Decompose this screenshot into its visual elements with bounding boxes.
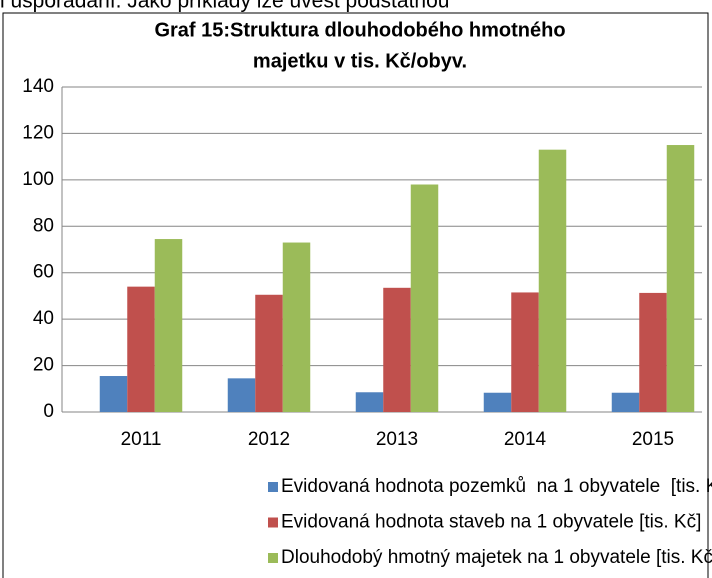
y-tick-label: 20 — [33, 355, 54, 376]
chart-title: majetku v tis. Kč/obyv. — [253, 50, 467, 72]
bar — [666, 145, 695, 413]
legend-swatch — [268, 482, 278, 492]
bar — [355, 392, 384, 412]
bar — [227, 378, 256, 412]
x-tick-label: 2013 — [376, 429, 418, 450]
bar — [639, 292, 667, 412]
bar — [538, 149, 567, 412]
x-tick-label: 2014 — [504, 429, 547, 450]
chart-title: Graf 15:Struktura dlouhodobého hmotného — [154, 19, 565, 41]
y-tick-label: 0 — [43, 401, 54, 422]
y-tick-label: 80 — [33, 215, 54, 236]
legend-label: Evidovaná hodnota pozemků na 1 obyvatele… — [281, 476, 712, 497]
bar — [99, 376, 128, 412]
bar — [383, 287, 411, 412]
y-tick-label: 140 — [22, 76, 54, 97]
y-tick-label: 100 — [22, 169, 54, 190]
chart-frame — [2, 12, 709, 578]
legend-swatch — [268, 553, 278, 563]
bar — [282, 242, 311, 412]
bar — [483, 392, 512, 412]
bar — [410, 184, 439, 412]
y-tick-label: 60 — [33, 262, 54, 283]
bar — [127, 286, 155, 412]
x-tick-label: 2011 — [121, 429, 162, 450]
page-text: i uspořádání. Jako příklady lze uvést po… — [0, 0, 449, 13]
bar — [154, 239, 183, 412]
bar — [255, 294, 283, 412]
bar — [511, 292, 539, 412]
legend-swatch — [268, 517, 278, 528]
y-tick-label: 120 — [22, 122, 54, 143]
y-tick-label: 40 — [33, 308, 54, 329]
x-tick-label: 2015 — [632, 429, 674, 450]
legend-label: Evidovaná hodnota staveb na 1 obyvatele … — [281, 512, 701, 533]
bar — [611, 392, 640, 412]
legend-label: Dlouhodobý hmotný majetek na 1 obyvatele… — [281, 547, 712, 568]
x-tick-label: 2012 — [248, 429, 290, 450]
